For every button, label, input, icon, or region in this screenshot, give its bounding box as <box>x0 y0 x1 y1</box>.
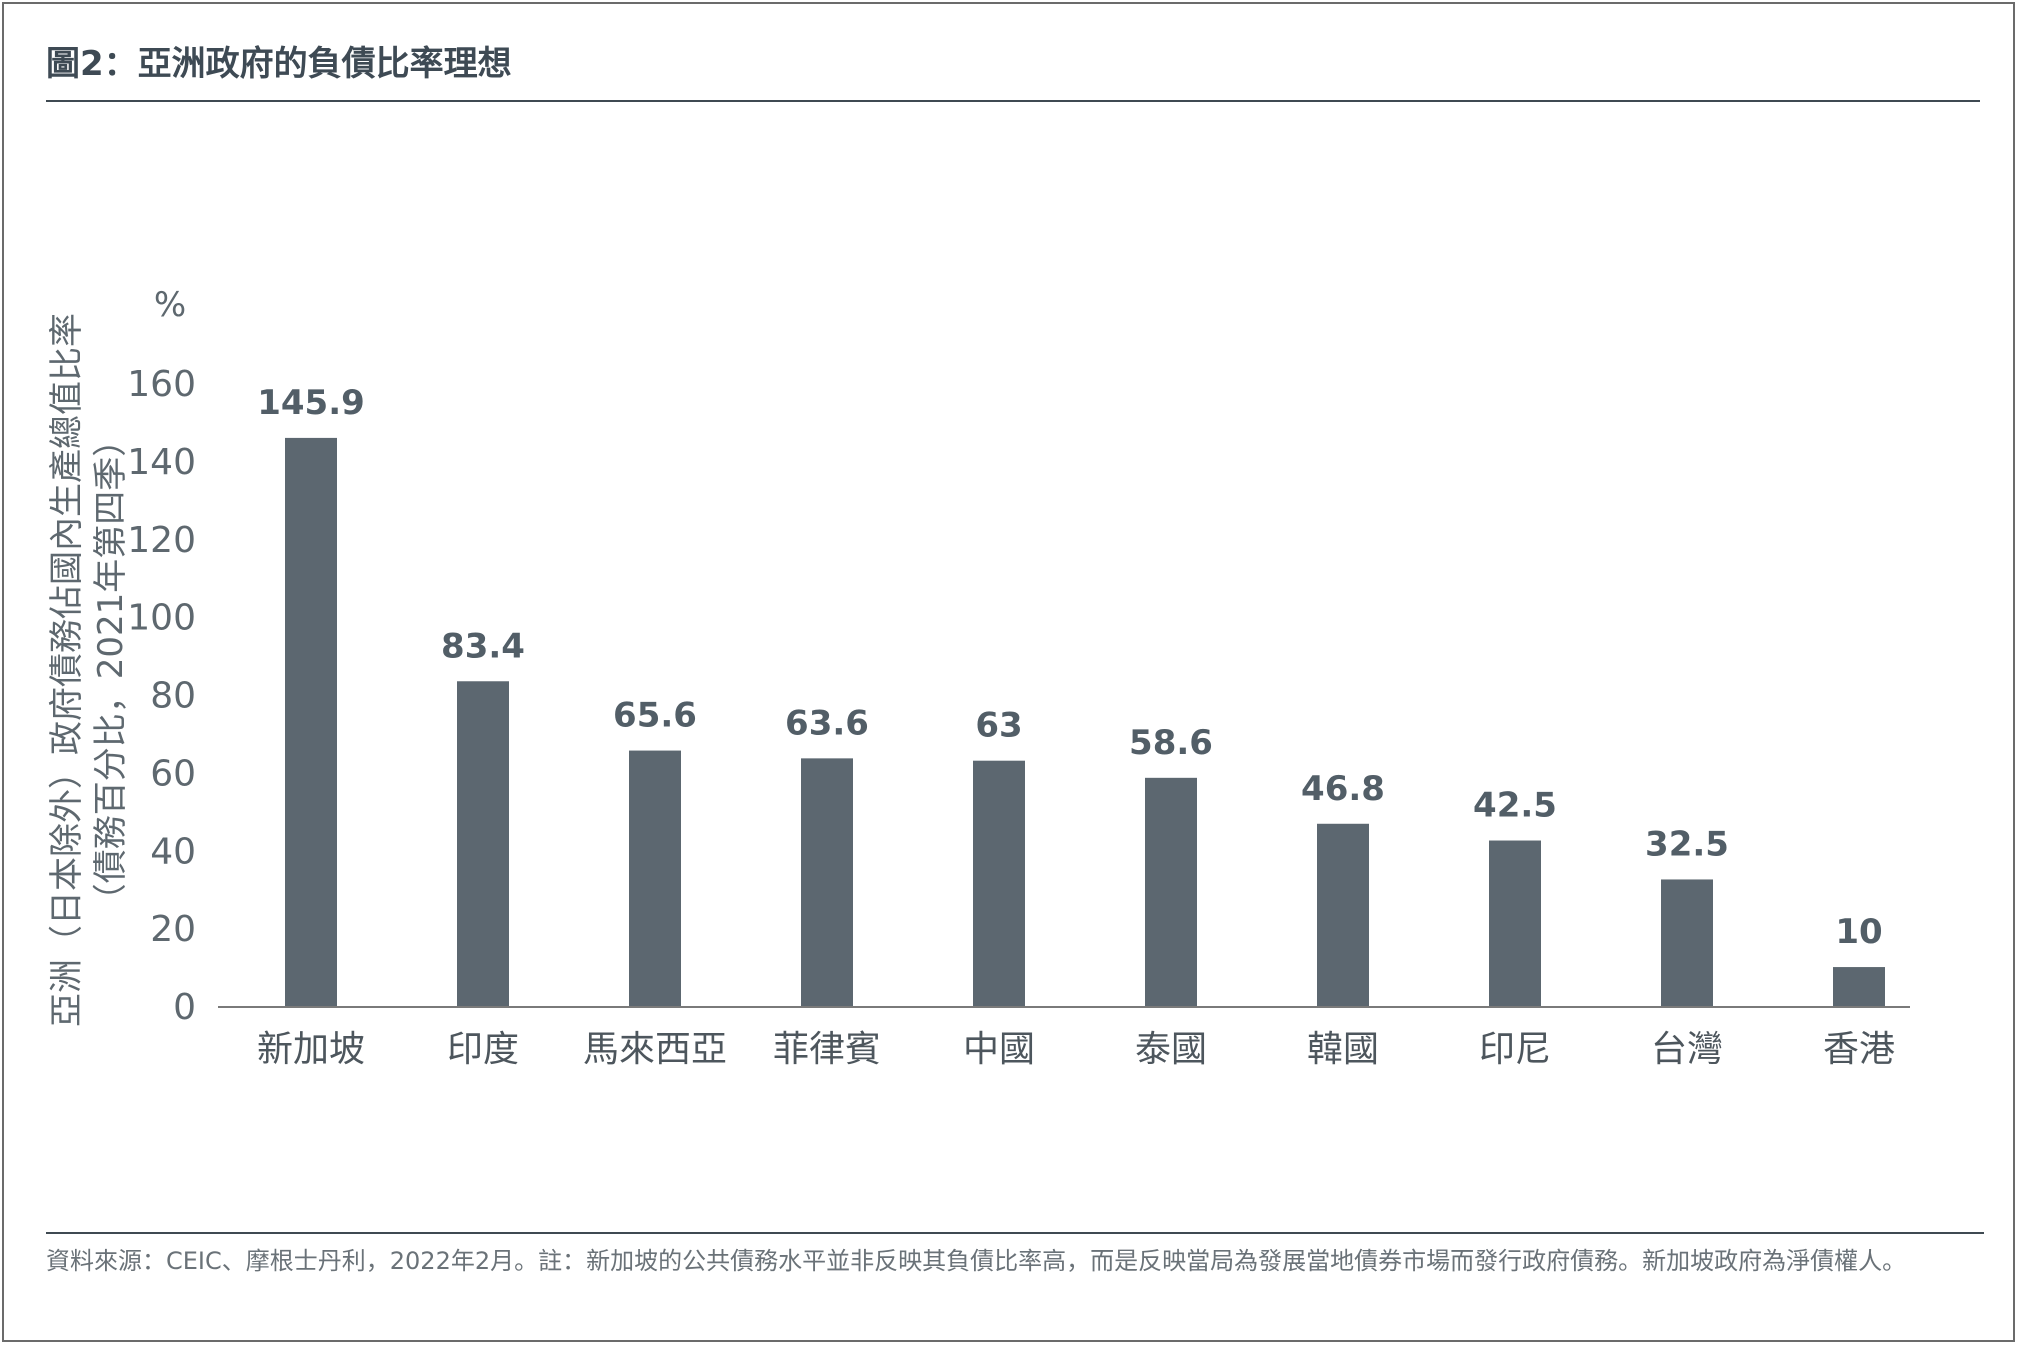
x-category-label: 印尼 <box>1479 1029 1551 1070</box>
y-tick-label: 60 <box>150 753 196 794</box>
title-rule <box>46 100 1980 102</box>
footnote-rule <box>46 1232 1984 1234</box>
y-tick-label: 0 <box>173 987 196 1028</box>
y-axis-title-line: （債務百分比，2021年第四季） <box>91 423 131 918</box>
bar <box>1489 840 1541 1006</box>
bar <box>1833 967 1885 1006</box>
x-category-label: 台灣 <box>1651 1029 1723 1070</box>
y-tick-label: 80 <box>150 676 196 717</box>
x-category-label: 韓國 <box>1307 1029 1379 1070</box>
data-label: 83.4 <box>441 626 525 666</box>
y-tick-label: 100 <box>127 598 196 639</box>
x-category-label: 中國 <box>963 1029 1035 1070</box>
data-label: 46.8 <box>1301 769 1385 809</box>
bar <box>285 437 337 1007</box>
bar <box>1661 879 1713 1006</box>
bars-layer <box>285 437 1885 1007</box>
y-tick-label: 20 <box>150 909 196 950</box>
y-unit-label: % <box>154 285 186 325</box>
bar <box>1145 777 1197 1006</box>
bar <box>457 681 509 1006</box>
data-label: 63.6 <box>785 703 869 743</box>
x-category-label: 印度 <box>447 1029 519 1070</box>
chart-title: 圖2：亞洲政府的負債比率理想 <box>46 44 512 84</box>
data-label: 10 <box>1835 912 1882 952</box>
y-tick-label: 40 <box>150 831 196 872</box>
bar <box>801 758 853 1006</box>
data-label: 42.5 <box>1473 786 1557 826</box>
data-label: 145.9 <box>257 383 365 423</box>
data-label: 58.6 <box>1129 723 1213 763</box>
x-category-label: 香港 <box>1823 1029 1895 1070</box>
x-category-label: 菲律賓 <box>773 1029 881 1070</box>
bar <box>973 760 1025 1006</box>
data-label: 65.6 <box>613 696 697 736</box>
y-tick-label: 120 <box>127 520 196 561</box>
y-tick-label: 140 <box>127 442 196 483</box>
x-category-label: 新加坡 <box>257 1029 365 1070</box>
x-category-label: 泰國 <box>1135 1029 1207 1070</box>
x-category-label: 馬來西亞 <box>583 1029 727 1070</box>
y-tick-label: 160 <box>127 364 196 405</box>
y-axis-title-line: 亞洲（日本除外）政府債務佔國內生產總值比率 <box>47 313 87 1027</box>
axis-layer: 0 20 40 60 80 100 120 140 160% 亞洲（日本除外）政府債務佔國內生產總… <box>47 285 1910 1070</box>
data-label: 63 <box>975 706 1022 746</box>
value-labels-layer: 145.9 83.4 65.6 63.6 63 58.6 46.8 42.5 32.5 10 <box>257 383 1882 952</box>
bar <box>1317 823 1369 1006</box>
source-note: 資料來源：CEIC、摩根士丹利，2022年2月。註：新加坡的公共債務水平並非反映… <box>46 1247 1907 1275</box>
bar <box>629 750 681 1006</box>
data-label: 32.5 <box>1645 824 1729 864</box>
y-axis-title: 亞洲（日本除外）政府債務佔國內生產總值比率 （債務百分比，2021年第四季） <box>47 313 131 1027</box>
